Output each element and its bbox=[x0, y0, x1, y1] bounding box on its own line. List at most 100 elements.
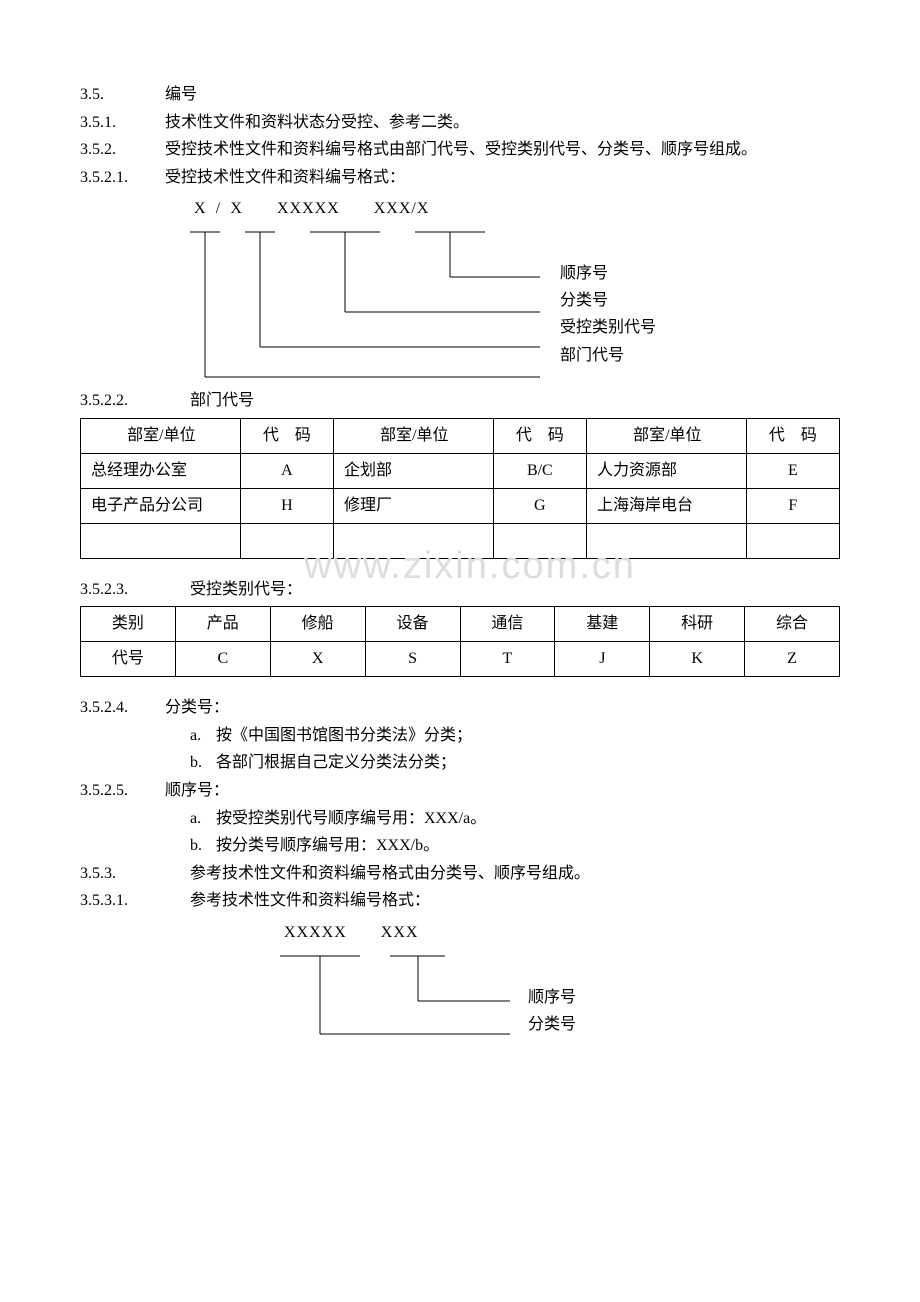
text: 受控技术性文件和资料编号格式： bbox=[165, 165, 860, 191]
table-cell: 电子产品分公司 bbox=[81, 488, 241, 523]
format-labels: 顺序号分类号受控类别代号部门代号 bbox=[560, 260, 656, 369]
table-header: 部室/单位 bbox=[586, 418, 746, 453]
format-pattern: X / X XXXXX XXX/X bbox=[190, 196, 860, 222]
format-label: 顺序号 bbox=[528, 984, 576, 1011]
lett: b. bbox=[190, 833, 216, 859]
table-cell: 人力资源部 bbox=[586, 453, 746, 488]
lett: a. bbox=[190, 723, 216, 749]
format-label: 分类号 bbox=[528, 1011, 576, 1038]
text: 分类号： bbox=[165, 695, 860, 721]
table-cell: B/C bbox=[493, 453, 586, 488]
dept-code-table: 部室/单位代 码部室/单位代 码部室/单位代 码总经理办公室A企划部B/C人力资… bbox=[80, 418, 840, 559]
table-cell: T bbox=[460, 642, 555, 677]
format-pattern: XXXXX XXX bbox=[280, 920, 860, 946]
format-label: 部门代号 bbox=[560, 342, 656, 369]
table-cell: C bbox=[175, 642, 270, 677]
table-cell: 代号 bbox=[81, 642, 176, 677]
text: 编号 bbox=[165, 82, 860, 108]
format-diagram-1: X / X XXXXX XXX/X 顺序号分类号受控类别代号部门代号 bbox=[190, 196, 860, 382]
table-header: 通信 bbox=[460, 607, 555, 642]
table-cell: F bbox=[746, 488, 839, 523]
num: 3.5.3.1. bbox=[80, 888, 190, 914]
table-cell: J bbox=[555, 642, 650, 677]
table-cell: 上海海岸电台 bbox=[586, 488, 746, 523]
table-header: 修船 bbox=[270, 607, 365, 642]
table-cell bbox=[493, 523, 586, 558]
num: 3.5.2.1. bbox=[80, 165, 165, 191]
format-diagram-2: XXXXX XXX 顺序号分类号 bbox=[280, 920, 860, 1041]
num: 3.5.2. bbox=[80, 137, 165, 163]
table-cell bbox=[746, 523, 839, 558]
format-label: 受控类别代号 bbox=[560, 314, 656, 341]
num: 3.5. bbox=[80, 82, 165, 108]
table-row: 电子产品分公司H修理厂G上海海岸电台F bbox=[81, 488, 840, 523]
table-header: 部室/单位 bbox=[333, 418, 493, 453]
category-code-table: 类别产品修船设备通信基建科研综合代号CXSTJKZ bbox=[80, 606, 840, 677]
table-row: 总经理办公室A企划部B/C人力资源部E bbox=[81, 453, 840, 488]
table-header: 类别 bbox=[81, 607, 176, 642]
table-cell: H bbox=[240, 488, 333, 523]
table-header: 综合 bbox=[745, 607, 840, 642]
num: 3.5.2.5. bbox=[80, 778, 165, 804]
table-header: 科研 bbox=[650, 607, 745, 642]
text: 受控技术性文件和资料编号格式由部门代号、受控类别代号、分类号、顺序号组成。 bbox=[165, 137, 860, 163]
item-3.5.2: 3.5.2. 受控技术性文件和资料编号格式由部门代号、受控类别代号、分类号、顺序… bbox=[80, 137, 860, 163]
table-row: 代号CXSTJKZ bbox=[81, 642, 840, 677]
text: 参考技术性文件和资料编号格式： bbox=[190, 888, 860, 914]
format-bracket-svg bbox=[190, 222, 540, 382]
text: 受控类别代号： bbox=[190, 577, 860, 603]
text: 部门代号 bbox=[190, 388, 860, 414]
table-header: 产品 bbox=[175, 607, 270, 642]
item-3.5.2.4: 3.5.2.4. 分类号： bbox=[80, 695, 860, 721]
sublist-3.5.2.4: a.按《中国图书馆图书分类法》分类； b.各部门根据自己定义分类法分类； bbox=[190, 723, 860, 776]
table-cell: 企划部 bbox=[333, 453, 493, 488]
item-3.5.3: 3.5.3. 参考技术性文件和资料编号格式由分类号、顺序号组成。 bbox=[80, 861, 860, 887]
table-header: 基建 bbox=[555, 607, 650, 642]
text: 各部门根据自己定义分类法分类； bbox=[216, 750, 456, 776]
table-row bbox=[81, 523, 840, 558]
item-3.5.3.1: 3.5.3.1. 参考技术性文件和资料编号格式： bbox=[80, 888, 860, 914]
table-header: 代 码 bbox=[240, 418, 333, 453]
table-cell: S bbox=[365, 642, 460, 677]
num: 3.5.3. bbox=[80, 861, 190, 887]
table-header: 代 码 bbox=[493, 418, 586, 453]
lett: a. bbox=[190, 806, 216, 832]
lett: b. bbox=[190, 750, 216, 776]
table-cell bbox=[333, 523, 493, 558]
table-cell: E bbox=[746, 453, 839, 488]
item-3.5.2.3: 3.5.2.3. 受控类别代号： bbox=[80, 577, 860, 603]
table-cell bbox=[240, 523, 333, 558]
num: 3.5.2.3. bbox=[80, 577, 190, 603]
table-cell: X bbox=[270, 642, 365, 677]
item-3.5: 3.5. 编号 bbox=[80, 82, 860, 108]
text: 顺序号： bbox=[165, 778, 860, 804]
num: 3.5.2.2. bbox=[80, 388, 190, 414]
format-label: 分类号 bbox=[560, 287, 656, 314]
item-3.5.2.5: 3.5.2.5. 顺序号： bbox=[80, 778, 860, 804]
num: 3.5.1. bbox=[80, 110, 165, 136]
item-3.5.1: 3.5.1. 技术性文件和资料状态分受控、参考二类。 bbox=[80, 110, 860, 136]
table-cell: K bbox=[650, 642, 745, 677]
sublist-3.5.2.5: a.按受控类别代号顺序编号用：XXX/a。 b.按分类号顺序编号用：XXX/b。 bbox=[190, 806, 860, 859]
text: 按分类号顺序编号用：XXX/b。 bbox=[216, 833, 439, 859]
table-cell bbox=[586, 523, 746, 558]
table-cell: Z bbox=[745, 642, 840, 677]
item-3.5.2.1: 3.5.2.1. 受控技术性文件和资料编号格式： bbox=[80, 165, 860, 191]
table-header: 部室/单位 bbox=[81, 418, 241, 453]
table-cell: 修理厂 bbox=[333, 488, 493, 523]
table-cell: 总经理办公室 bbox=[81, 453, 241, 488]
num: 3.5.2.4. bbox=[80, 695, 165, 721]
table-cell: A bbox=[240, 453, 333, 488]
table-header: 代 码 bbox=[746, 418, 839, 453]
format-label: 顺序号 bbox=[560, 260, 656, 287]
text: 参考技术性文件和资料编号格式由分类号、顺序号组成。 bbox=[190, 861, 860, 887]
format-bracket-svg bbox=[280, 946, 510, 1041]
text: 按《中国图书馆图书分类法》分类； bbox=[216, 723, 472, 749]
table-cell: G bbox=[493, 488, 586, 523]
table-header: 设备 bbox=[365, 607, 460, 642]
text: 技术性文件和资料状态分受控、参考二类。 bbox=[165, 110, 860, 136]
format-labels: 顺序号分类号 bbox=[528, 984, 576, 1038]
table-cell bbox=[81, 523, 241, 558]
item-3.5.2.2: 3.5.2.2. 部门代号 bbox=[80, 388, 860, 414]
text: 按受控类别代号顺序编号用：XXX/a。 bbox=[216, 806, 486, 832]
